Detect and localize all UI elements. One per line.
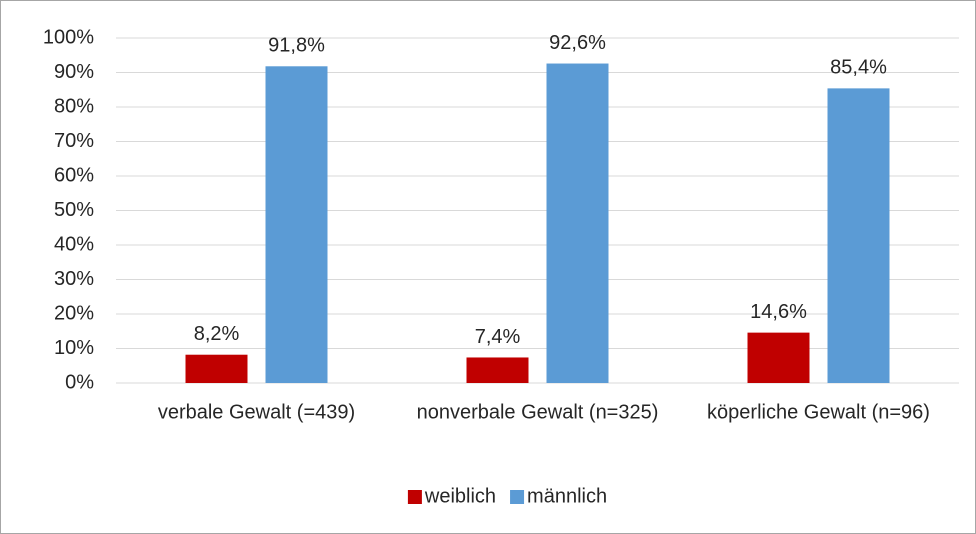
x-tick-label: nonverbale Gewalt (n=325) [417,401,659,423]
y-tick-label: 30% [54,268,94,290]
legend-label: männlich [527,485,607,507]
value-label: 85,4% [830,57,887,79]
y-tick-label: 20% [54,302,94,324]
x-tick-label: köperliche Gewalt (n=96) [707,401,930,423]
value-label: 91,8% [268,35,325,57]
value-label: 92,6% [549,32,606,54]
y-tick-label: 40% [54,233,94,255]
y-tick-label: 50% [54,199,94,221]
y-tick-label: 60% [54,164,94,186]
value-label: 8,2% [194,323,240,345]
x-tick-label: verbale Gewalt (=439) [158,401,355,423]
bar [185,354,248,383]
legend-swatch [510,490,525,504]
legend-item: weiblich [407,485,496,507]
y-tick-label: 0% [65,371,94,393]
value-label: 7,4% [475,326,521,348]
value-label: 14,6% [750,301,807,323]
bar [827,88,890,384]
bar [466,357,529,383]
legend-label: weiblich [424,485,496,507]
bar [265,66,328,383]
y-tick-label: 90% [54,61,94,83]
y-tick-label: 10% [54,337,94,359]
legend-item: männlich [510,485,607,507]
y-tick-label: 80% [54,95,94,117]
bar [747,332,810,383]
legend-swatch [407,490,422,504]
y-tick-label: 70% [54,130,94,152]
y-tick-label: 100% [43,26,94,48]
bar [546,63,609,383]
